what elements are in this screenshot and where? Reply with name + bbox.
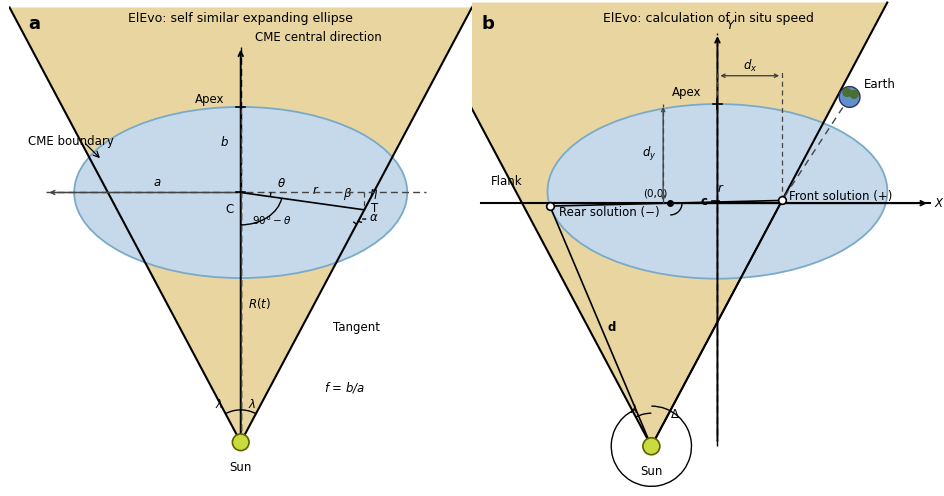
Text: $Y$: $Y$ <box>726 18 736 32</box>
Text: $\Delta$: $\Delta$ <box>670 408 681 421</box>
Text: Rear solution (−): Rear solution (−) <box>560 205 660 219</box>
Ellipse shape <box>75 107 407 278</box>
Text: $d_x$: $d_x$ <box>743 58 757 74</box>
Text: T: T <box>371 202 379 215</box>
Text: CME central direction: CME central direction <box>255 31 381 45</box>
Text: $\lambda$: $\lambda$ <box>631 403 638 416</box>
Circle shape <box>850 90 859 99</box>
Text: Apex: Apex <box>671 86 700 99</box>
Polygon shape <box>9 7 472 442</box>
Text: Flank: Flank <box>491 176 523 188</box>
Text: Apex: Apex <box>195 93 225 107</box>
Text: $90°-\theta$: $90°-\theta$ <box>252 214 292 226</box>
Text: ElEvo: calculation of in situ speed: ElEvo: calculation of in situ speed <box>602 12 814 25</box>
Circle shape <box>643 438 660 455</box>
Text: b: b <box>481 15 495 33</box>
Text: ElEvo: self similar expanding ellipse: ElEvo: self similar expanding ellipse <box>128 12 353 25</box>
Text: Earth: Earth <box>864 77 896 90</box>
Text: $X$: $X$ <box>934 196 944 210</box>
Ellipse shape <box>548 104 887 279</box>
Text: Sun: Sun <box>640 465 663 478</box>
Text: $r$: $r$ <box>716 183 724 195</box>
Text: $r$: $r$ <box>312 184 319 197</box>
Text: $\eta$: $\eta$ <box>369 187 378 201</box>
Text: d: d <box>608 321 616 334</box>
Text: C: C <box>226 203 234 216</box>
Text: $a$: $a$ <box>153 176 161 188</box>
Polygon shape <box>415 2 887 446</box>
Text: Tangent: Tangent <box>333 321 380 334</box>
Text: $\beta$: $\beta$ <box>344 186 353 202</box>
Text: $b$: $b$ <box>220 135 229 149</box>
Text: Sun: Sun <box>229 461 252 474</box>
Text: (0,0): (0,0) <box>644 188 668 198</box>
Text: $\theta$: $\theta$ <box>277 177 286 190</box>
Text: $R(t)$: $R(t)$ <box>247 296 271 311</box>
Text: $\alpha$: $\alpha$ <box>369 211 379 224</box>
Text: $f$ = $b$/$a$: $f$ = $b$/$a$ <box>324 380 365 395</box>
Circle shape <box>232 434 249 450</box>
Text: a: a <box>28 15 40 33</box>
Text: CME boundary: CME boundary <box>28 135 114 148</box>
Circle shape <box>839 87 860 107</box>
Text: c: c <box>700 195 707 208</box>
Circle shape <box>842 88 851 97</box>
Text: Front solution (+): Front solution (+) <box>789 190 892 203</box>
Text: $\lambda$: $\lambda$ <box>215 398 224 411</box>
Text: $d_y$: $d_y$ <box>642 145 656 163</box>
Text: $\lambda$: $\lambda$ <box>247 398 256 411</box>
